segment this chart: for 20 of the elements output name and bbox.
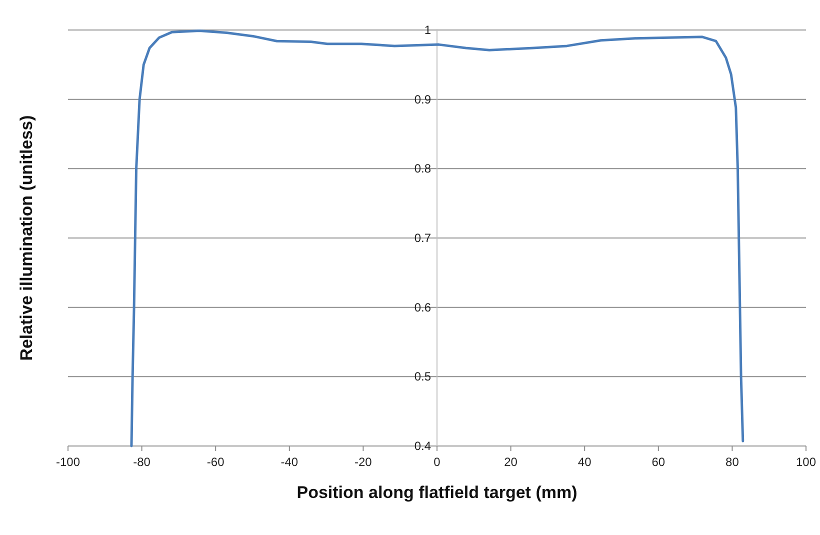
x-tick-label: 80 bbox=[726, 455, 740, 469]
x-tick-label: 60 bbox=[652, 455, 666, 469]
y-tick-label: 0.5 bbox=[414, 370, 432, 384]
x-tick-label: 0 bbox=[434, 455, 441, 469]
y-tick-label: 0.4 bbox=[414, 439, 432, 453]
x-tick-label: 20 bbox=[504, 455, 518, 469]
x-tick-label: 100 bbox=[796, 455, 816, 469]
y-axis-title: Relative illumination (unitless) bbox=[17, 115, 36, 361]
y-tick-label: 0.8 bbox=[414, 162, 432, 176]
x-tick-label: -100 bbox=[56, 455, 80, 469]
x-tick-label: -60 bbox=[206, 455, 225, 469]
x-tick-label: -40 bbox=[280, 455, 298, 469]
y-tick-label: 0.9 bbox=[414, 92, 432, 106]
y-tick-label: 0.7 bbox=[414, 231, 432, 245]
x-axis-title: Position along flatfield target (mm) bbox=[296, 483, 578, 502]
x-tick-label: -20 bbox=[354, 455, 372, 469]
x-tick-label: -80 bbox=[133, 455, 151, 469]
y-tick-label: 1 bbox=[424, 23, 432, 37]
y-tick-label: 0.6 bbox=[414, 300, 432, 314]
x-tick-label: 40 bbox=[578, 455, 592, 469]
